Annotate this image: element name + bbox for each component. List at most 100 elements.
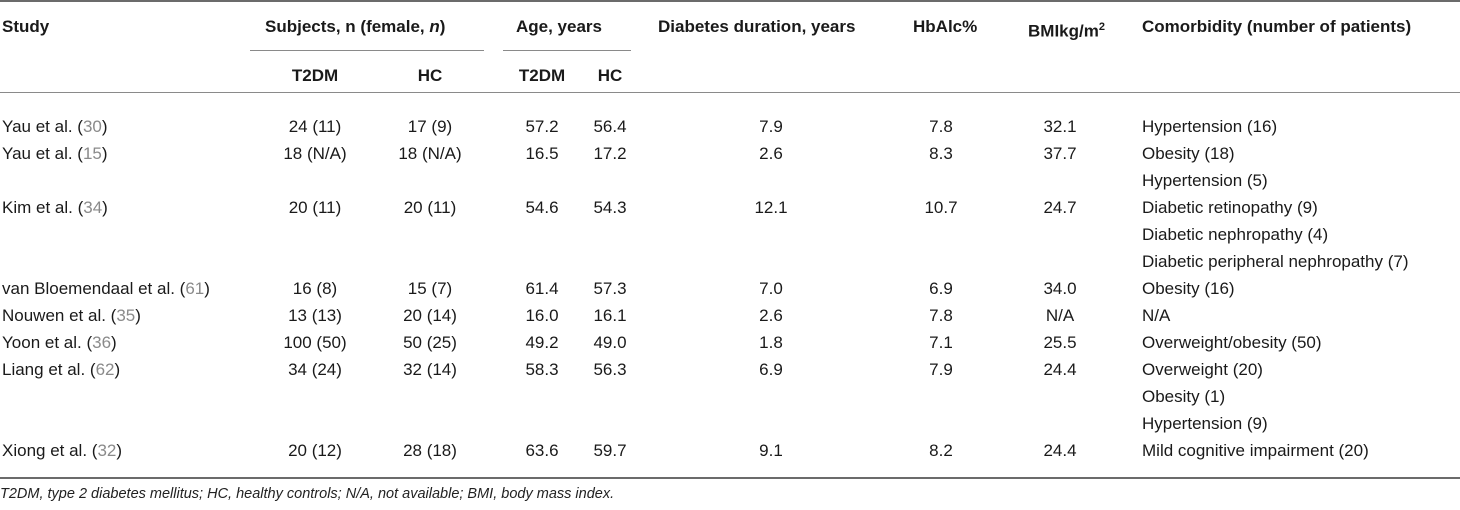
bmi-cell: 37.7 [1043, 144, 1077, 163]
bmi-cell: 25.5 [1043, 333, 1077, 352]
age-hc-cell: 16.1 [593, 306, 627, 325]
comorbidity-cell: Obesity (1) [1142, 387, 1226, 406]
bmi-cell: 34.0 [1043, 279, 1077, 298]
study-cell: Yau et al. (30) [2, 117, 108, 136]
study-cell: Liang et al. (62) [2, 360, 121, 379]
comorbidity-cell: Hypertension (9) [1142, 414, 1268, 433]
subjects-hc-cell: 17 (9) [407, 117, 453, 136]
header-bottom-rule [0, 92, 1460, 93]
subjects-t2dm-cell: 24 (11) [288, 117, 342, 136]
hba1c-cell: 8.3 [929, 144, 953, 163]
age-hc-cell: 59.7 [593, 441, 627, 460]
header-subjects-hc: HC [417, 66, 443, 85]
subjects-hc-cell: 15 (7) [407, 279, 453, 298]
comorbidity-cell: Hypertension (5) [1142, 171, 1268, 190]
age-t2dm-cell: 61.4 [525, 279, 559, 298]
hba1c-cell: 7.8 [929, 117, 953, 136]
subjects-hc-cell: 32 (14) [403, 360, 457, 379]
age-t2dm-cell: 16.5 [525, 144, 559, 163]
duration-cell: 9.1 [759, 441, 783, 460]
comorbidity-cell: Diabetic nephropathy (4) [1142, 225, 1329, 244]
age-hc-cell: 49.0 [593, 333, 627, 352]
study-cell: van Bloemendaal et al. (61) [2, 279, 210, 298]
study-cell: Xiong et al. (32) [2, 441, 123, 460]
reference-link[interactable]: 36 [92, 333, 112, 352]
header-age-t2dm: T2DM [518, 66, 566, 85]
age-t2dm-cell: 49.2 [525, 333, 559, 352]
duration-cell: 7.0 [759, 279, 783, 298]
age-t2dm-cell: 58.3 [525, 360, 559, 379]
header-bmi: BMIkg/m2 [1028, 21, 1105, 41]
table-footnote: T2DM, type 2 diabetes mellitus; HC, heal… [0, 486, 615, 502]
hba1c-cell: 7.8 [929, 306, 953, 325]
duration-cell: 12.1 [754, 198, 788, 217]
duration-cell: 2.6 [759, 144, 783, 163]
duration-cell: 7.9 [759, 117, 783, 136]
reference-link[interactable]: 30 [82, 117, 102, 136]
subjects-t2dm-cell: 20 (12) [288, 441, 342, 460]
hba1c-cell: 8.2 [929, 441, 953, 460]
subjects-t2dm-cell: 34 (24) [288, 360, 342, 379]
comorbidity-cell: Overweight/obesity (50) [1142, 333, 1322, 352]
comorbidity-cell: N/A [1142, 306, 1171, 325]
comorbidity-cell: Diabetic peripheral nephropathy (7) [1142, 252, 1409, 271]
subjects-hc-cell: 20 (11) [403, 198, 457, 217]
study-cell: Yau et al. (15) [2, 144, 108, 163]
reference-link[interactable]: 61 [185, 279, 205, 298]
header-subjects: Subjects, n (female, n) [265, 17, 446, 36]
subjects-hc-cell: 28 (18) [403, 441, 457, 460]
age-t2dm-cell: 54.6 [525, 198, 559, 217]
reference-link[interactable]: 34 [83, 198, 103, 217]
comorbidity-cell: Overweight (20) [1142, 360, 1263, 379]
comorbidity-cell: Obesity (16) [1142, 279, 1235, 298]
age-group-rule [503, 50, 631, 51]
subjects-hc-cell: 50 (25) [403, 333, 457, 352]
age-hc-cell: 56.3 [593, 360, 627, 379]
reference-link[interactable]: 62 [95, 360, 115, 379]
header-subjects-t2dm: T2DM [291, 66, 339, 85]
age-t2dm-cell: 63.6 [525, 441, 559, 460]
table-top-rule [0, 0, 1460, 2]
subjects-t2dm-cell: 100 (50) [283, 333, 347, 352]
bmi-cell: N/A [1045, 306, 1075, 325]
subjects-t2dm-cell: 16 (8) [292, 279, 338, 298]
header-hba1c: HbAlc% [913, 17, 978, 36]
study-cell: Kim et al. (34) [2, 198, 108, 217]
hba1c-cell: 10.7 [924, 198, 958, 217]
hba1c-cell: 6.9 [929, 279, 953, 298]
bmi-cell: 24.4 [1043, 360, 1077, 379]
reference-link[interactable]: 35 [116, 306, 136, 325]
bmi-cell: 24.7 [1043, 198, 1077, 217]
duration-cell: 1.8 [759, 333, 783, 352]
duration-cell: 2.6 [759, 306, 783, 325]
header-study: Study [2, 17, 50, 36]
reference-link[interactable]: 32 [97, 441, 117, 460]
reference-link[interactable]: 15 [82, 144, 102, 163]
hba1c-cell: 7.1 [929, 333, 953, 352]
comorbidity-cell: Diabetic retinopathy (9) [1142, 198, 1318, 217]
age-t2dm-cell: 57.2 [525, 117, 559, 136]
age-t2dm-cell: 16.0 [525, 306, 559, 325]
age-hc-cell: 17.2 [593, 144, 627, 163]
subjects-hc-cell: 18 (N/A) [398, 144, 462, 163]
subjects-t2dm-cell: 20 (11) [288, 198, 342, 217]
header-age: Age, years [516, 17, 602, 36]
duration-cell: 6.9 [759, 360, 783, 379]
study-cell: Nouwen et al. (35) [2, 306, 141, 325]
hba1c-cell: 7.9 [929, 360, 953, 379]
header-diabetes-duration: Diabetes duration, years [658, 17, 856, 36]
study-cell: Yoon et al. (36) [2, 333, 117, 352]
age-hc-cell: 56.4 [593, 117, 627, 136]
age-hc-cell: 57.3 [593, 279, 627, 298]
subjects-group-rule [250, 50, 484, 51]
bmi-cell: 24.4 [1043, 441, 1077, 460]
subjects-t2dm-cell: 13 (13) [288, 306, 342, 325]
subjects-t2dm-cell: 18 (N/A) [283, 144, 347, 163]
header-comorbidity: Comorbidity (number of patients) [1142, 17, 1412, 36]
bmi-cell: 32.1 [1043, 117, 1077, 136]
table-bottom-rule [0, 477, 1460, 479]
comorbidity-cell: Mild cognitive impairment (20) [1142, 441, 1369, 460]
comorbidity-cell: Hypertension (16) [1142, 117, 1278, 136]
header-age-hc: HC [597, 66, 623, 85]
